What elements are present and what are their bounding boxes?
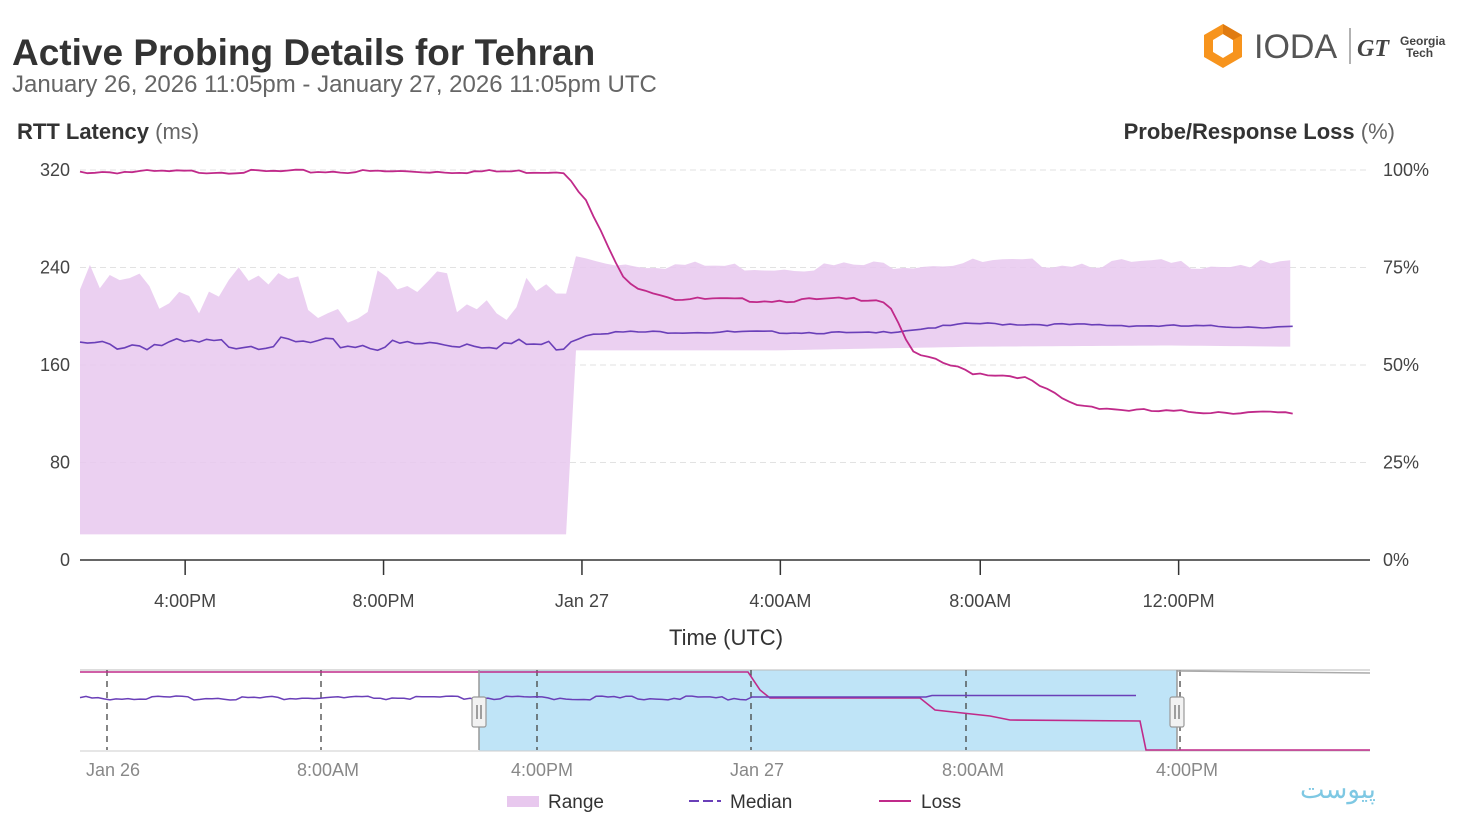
left-axis-title-bold: RTT Latency [17, 119, 150, 144]
right-tick-label: 50% [1383, 355, 1419, 375]
right-tick-label: 100% [1383, 160, 1429, 180]
right-axis-title-unit: (%) [1361, 119, 1395, 144]
x-tick-label: Jan 27 [555, 591, 609, 611]
navigator-right-handle[interactable] [1169, 670, 1185, 750]
gt-mark: GT [1357, 36, 1390, 62]
navigator-tick-label: Jan 27 [730, 760, 784, 780]
navigator-loss-line [80, 671, 1370, 751]
left-tick-label: 240 [40, 258, 70, 278]
x-tick-label: 12:00PM [1143, 591, 1215, 611]
left-axis-ticks: 320 240 160 80 0 [40, 160, 70, 570]
navigator-tick-label: Jan 26 [86, 760, 140, 780]
navigator-tail-line [1176, 670, 1371, 674]
watermark-text: پیوست [1300, 775, 1376, 805]
chart-title: Active Probing Details for Tehran [12, 32, 596, 73]
range-band [80, 256, 1291, 535]
left-tick-label: 0 [60, 550, 70, 570]
legend-item-loss[interactable]: Loss [879, 792, 961, 813]
right-tick-label: 75% [1383, 258, 1419, 278]
x-tick-label: 4:00AM [749, 591, 811, 611]
legend-median-label: Median [730, 792, 792, 813]
plot-area [79, 168, 1293, 535]
right-axis-title-bold: Probe/Response Loss [1124, 119, 1355, 144]
navigator-selection[interactable] [479, 670, 1177, 751]
right-axis-title: Probe/Response Loss (%) [1124, 119, 1395, 144]
median-line [79, 322, 1293, 352]
right-tick-label: 25% [1383, 453, 1419, 473]
right-axis-ticks: 100% 75% 50% 25% 0% [1383, 160, 1429, 570]
right-tick-label: 0% [1383, 550, 1409, 570]
left-tick-label: 320 [40, 160, 70, 180]
legend-range-label: Range [548, 792, 604, 813]
left-tick-label: 80 [50, 453, 70, 473]
legend-loss-label: Loss [921, 792, 961, 813]
left-axis-title-unit: (ms) [155, 119, 199, 144]
x-axis-ticks: 4:00PM 8:00PM Jan 27 4:00AM 8:00AM 12:00PM [154, 560, 1215, 611]
left-axis-title: RTT Latency (ms) [17, 119, 199, 144]
loss-line [79, 168, 1293, 415]
navigator-left-handle[interactable] [471, 670, 487, 750]
tech-text: Tech [1406, 46, 1433, 60]
navigator-tick-label: 8:00AM [942, 760, 1004, 780]
navigator-median-line [79, 694, 1136, 701]
legend: Range Median Loss [507, 792, 961, 813]
ioda-logo[interactable]: IODA GT Georgia Tech [1202, 22, 1452, 70]
legend-item-range[interactable]: Range [507, 792, 604, 813]
navigator[interactable]: Jan 26 8:00AM 4:00PM Jan 27 8:00AM 4:00PM [79, 669, 1371, 780]
navigator-tick-label: 4:00PM [511, 760, 573, 780]
x-tick-label: 8:00PM [353, 591, 415, 611]
ioda-hexagon-icon [1204, 24, 1242, 68]
ioda-wordmark: IODA [1254, 28, 1337, 66]
left-tick-label: 160 [40, 355, 70, 375]
chart-subtitle: January 26, 2026 11:05pm - January 27, 2… [12, 71, 657, 98]
georgia-text: Georgia [1400, 34, 1446, 48]
x-axis-title: Time (UTC) [669, 625, 783, 650]
navigator-tick-label: 8:00AM [297, 760, 359, 780]
legend-item-median[interactable]: Median [689, 792, 792, 813]
x-tick-label: 4:00PM [154, 591, 216, 611]
legend-range-swatch [507, 796, 539, 807]
navigator-tick-label: 4:00PM [1156, 760, 1218, 780]
x-tick-label: 8:00AM [949, 591, 1011, 611]
